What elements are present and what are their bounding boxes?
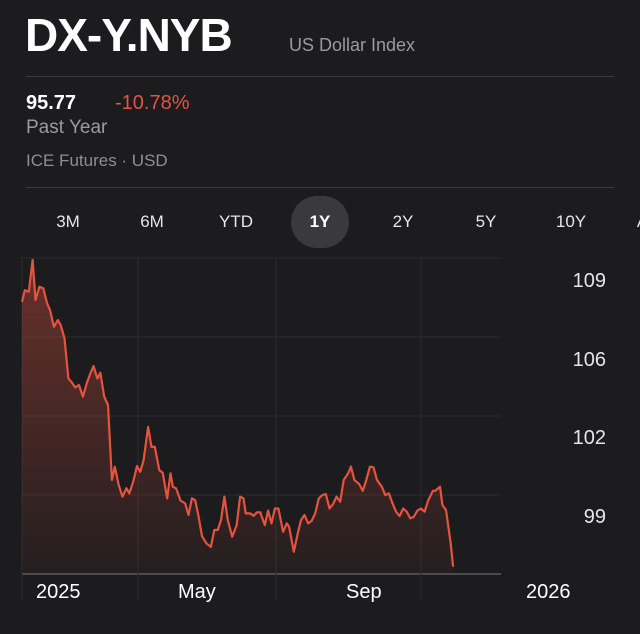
y-tick-label: 109 — [573, 270, 606, 292]
price-line — [20, 258, 455, 567]
x-tick-label: 2026 — [526, 581, 571, 603]
x-tick-label: 2025 — [36, 581, 81, 603]
y-tick-label: 102 — [573, 427, 606, 449]
range-6m[interactable]: 6M — [140, 212, 164, 231]
range-ytd[interactable]: YTD — [219, 212, 253, 231]
range-3m[interactable]: 3M — [56, 212, 80, 231]
exchange-currency: ICE Futures · USD — [26, 151, 168, 170]
range-1y[interactable]: 1Y — [291, 196, 349, 248]
range-2y[interactable]: 2Y — [392, 212, 414, 231]
range-10y[interactable]: 10Y — [555, 212, 587, 231]
x-tick-label: May — [178, 581, 216, 603]
percent-change: -10.78% — [115, 92, 190, 114]
divider — [26, 76, 614, 77]
price: 95.77 — [26, 92, 77, 114]
range-5y[interactable]: 5Y — [475, 212, 497, 231]
price-area-fill — [22, 260, 454, 574]
divider — [26, 187, 614, 188]
range-all[interactable]: ALL — [623, 196, 640, 248]
x-tick-label: Sep — [346, 581, 382, 603]
ticker-symbol: DX-Y.NYB — [25, 9, 233, 61]
security-name: US Dollar Index — [289, 35, 416, 55]
y-tick-label: 106 — [573, 349, 606, 371]
y-tick-label: 99 — [584, 506, 606, 528]
change-period: Past Year — [26, 117, 108, 138]
